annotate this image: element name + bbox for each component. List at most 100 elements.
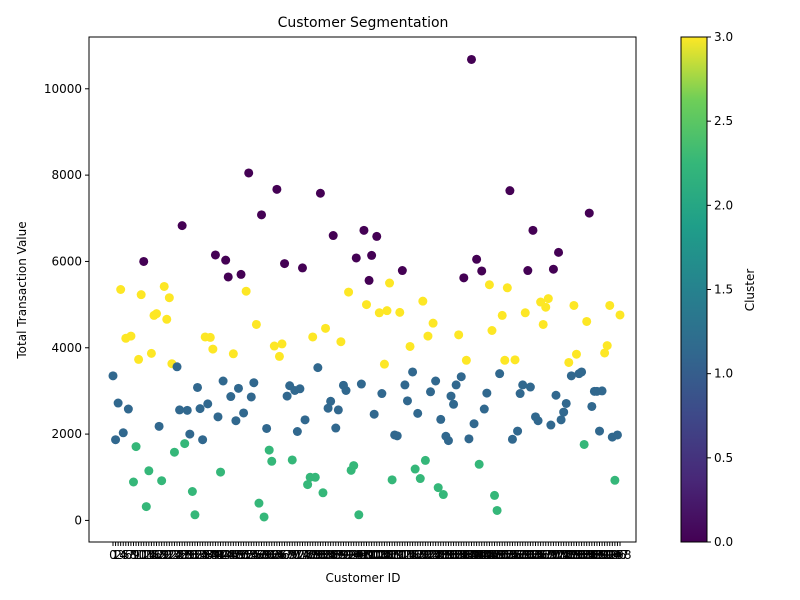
data-point — [579, 439, 589, 449]
data-point — [134, 354, 144, 364]
x-tick-label: 115 — [396, 548, 419, 562]
x-tick-label: 166 — [527, 548, 550, 562]
data-point — [420, 455, 430, 465]
x-tick-label: 105 — [370, 548, 393, 562]
data-point — [413, 408, 423, 418]
x-tick-label: 70 — [285, 548, 300, 562]
data-point — [251, 319, 261, 329]
x-tick-label: 45 — [221, 548, 236, 562]
x-tick-label: 178 — [557, 548, 580, 562]
x-tick-label: 121 — [411, 548, 434, 562]
x-tick-label: 90 — [336, 548, 351, 562]
x-tick-label: 91 — [338, 548, 353, 562]
data-point — [175, 405, 185, 415]
data-point — [372, 231, 382, 241]
x-tick-label: 170 — [537, 548, 560, 562]
x-tick-label: 84 — [320, 548, 335, 562]
x-tick-label: 79 — [308, 548, 323, 562]
data-point — [213, 412, 223, 422]
x-tick-label: 80 — [310, 548, 325, 562]
x-tick-label: 141 — [463, 548, 486, 562]
x-tick-label: 36 — [198, 548, 213, 562]
x-tick-label: 100 — [358, 548, 381, 562]
data-point — [513, 426, 523, 436]
data-point — [303, 480, 313, 490]
data-point — [556, 415, 566, 425]
x-axis-label: Customer ID — [326, 571, 401, 585]
x-tick-label: 134 — [445, 548, 468, 562]
data-point — [193, 382, 202, 392]
x-axis-ticks: 0123456789101112131415161718192021222324… — [109, 542, 631, 562]
data-point — [257, 210, 267, 220]
x-tick-label: 123 — [417, 548, 440, 562]
x-tick-label: 180 — [562, 548, 585, 562]
x-tick-label: 147 — [478, 548, 501, 562]
data-point — [554, 247, 564, 257]
data-point — [566, 371, 576, 381]
x-tick-label: 68 — [279, 548, 294, 562]
x-tick-label: 189 — [586, 548, 609, 562]
data-point — [152, 309, 162, 319]
x-tick-label: 136 — [450, 548, 473, 562]
x-tick-label: 187 — [580, 548, 603, 562]
x-tick-label: 71 — [287, 548, 302, 562]
x-tick-label: 76 — [300, 548, 315, 562]
data-point — [113, 398, 123, 408]
x-tick-label: 155 — [498, 548, 521, 562]
x-tick-label: 77 — [303, 548, 318, 562]
x-tick-label: 98 — [356, 548, 371, 562]
x-tick-label: 12 — [136, 548, 151, 562]
data-point — [469, 419, 479, 429]
x-tick-label: 86 — [326, 548, 341, 562]
x-tick-label: 127 — [427, 548, 450, 562]
x-tick-label: 119 — [406, 548, 429, 562]
y-tick-label: 4000 — [51, 341, 82, 355]
data-point — [482, 388, 492, 398]
x-tick-label: 120 — [409, 548, 432, 562]
data-point — [164, 293, 174, 303]
y-axis-ticks: 0 2000 4000 6000 8000 10000 — [44, 82, 89, 527]
x-tick-label: 81 — [313, 548, 328, 562]
colorbar — [680, 36, 708, 543]
x-tick-label: 85 — [323, 548, 338, 562]
x-tick-label: 107 — [376, 548, 399, 562]
data-point — [423, 331, 433, 341]
data-point — [272, 184, 282, 194]
x-tick-label: 37 — [200, 548, 215, 562]
data-point — [454, 330, 464, 340]
x-tick-label: 182 — [568, 548, 591, 562]
x-tick-label: 43 — [215, 548, 230, 562]
data-point — [397, 266, 407, 276]
x-tick-label: 174 — [547, 548, 570, 562]
x-tick-label: 19 — [154, 548, 169, 562]
x-tick-label: 133 — [442, 548, 465, 562]
colorbar-ticks: 0.0 0.5 1.0 1.5 2.0 2.5 3.0 — [707, 30, 733, 549]
data-point — [328, 231, 338, 241]
x-tick-label: 149 — [483, 548, 506, 562]
x-tick-label: 2 — [114, 548, 122, 562]
x-tick-label: 49 — [231, 548, 246, 562]
x-tick-label: 69 — [282, 548, 297, 562]
data-point — [387, 475, 397, 485]
x-tick-label: 57 — [251, 548, 266, 562]
x-tick-label: 66 — [274, 548, 289, 562]
data-point — [249, 378, 259, 388]
data-point — [369, 409, 379, 419]
x-tick-label: 61 — [262, 548, 277, 562]
colorbar-tick-label: 3.0 — [714, 30, 733, 44]
x-tick-label: 101 — [360, 548, 383, 562]
data-point — [126, 331, 136, 341]
data-point — [395, 307, 405, 317]
x-tick-label: 165 — [524, 548, 547, 562]
data-point — [297, 263, 307, 273]
x-tick-label: 51 — [236, 548, 251, 562]
x-tick-label: 186 — [578, 548, 601, 562]
y-tick-label: 10000 — [44, 82, 82, 96]
x-tick-label: 195 — [601, 548, 624, 562]
x-tick-label: 41 — [210, 548, 225, 562]
x-tick-label: 129 — [432, 548, 455, 562]
data-point — [477, 266, 487, 276]
x-tick-label: 72 — [290, 548, 305, 562]
data-point — [520, 308, 530, 318]
